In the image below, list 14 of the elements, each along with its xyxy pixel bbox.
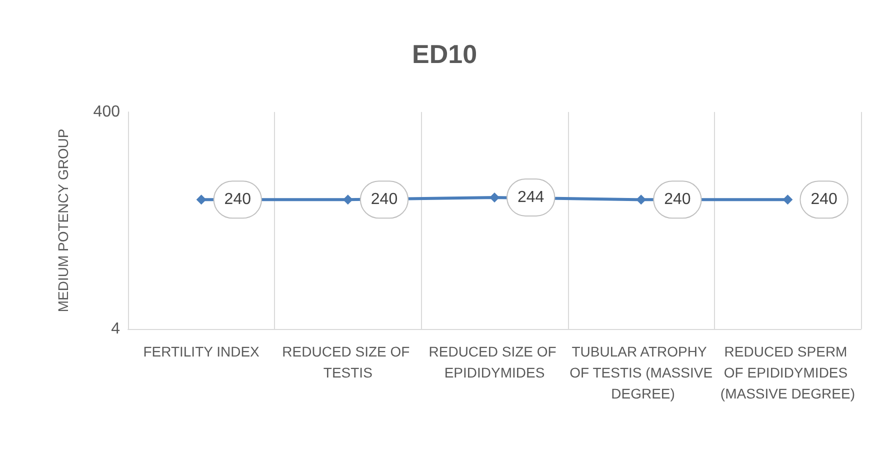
chart-title: ED10: [412, 39, 478, 69]
data-label: 240: [224, 191, 252, 208]
y-tick-label: 4: [111, 320, 120, 338]
data-label: 244: [518, 188, 544, 206]
data-label: 240: [370, 191, 398, 208]
x-tick-label: REDUCED SIZE OF EPIDIDYMIDES: [428, 344, 560, 380]
y-axis-title: MEDIUM POTENCY GROUP: [55, 128, 71, 312]
x-tick-label: REDUCED SPERM OF EPIDIDYMIDES (MASSIVE DEGREE): [720, 344, 855, 402]
data-label: 240: [810, 191, 838, 208]
x-tick-label: FERTILITY INDEX: [143, 344, 260, 360]
x-tick-label: REDUCED SIZE OF TESTIS: [282, 344, 414, 380]
x-tick-label: TUBULAR ATROPHY OF TESTIS (MASSIVE DEGREE): [570, 344, 713, 402]
y-tick-label: 400: [93, 104, 120, 120]
data-label: 240: [664, 191, 691, 208]
